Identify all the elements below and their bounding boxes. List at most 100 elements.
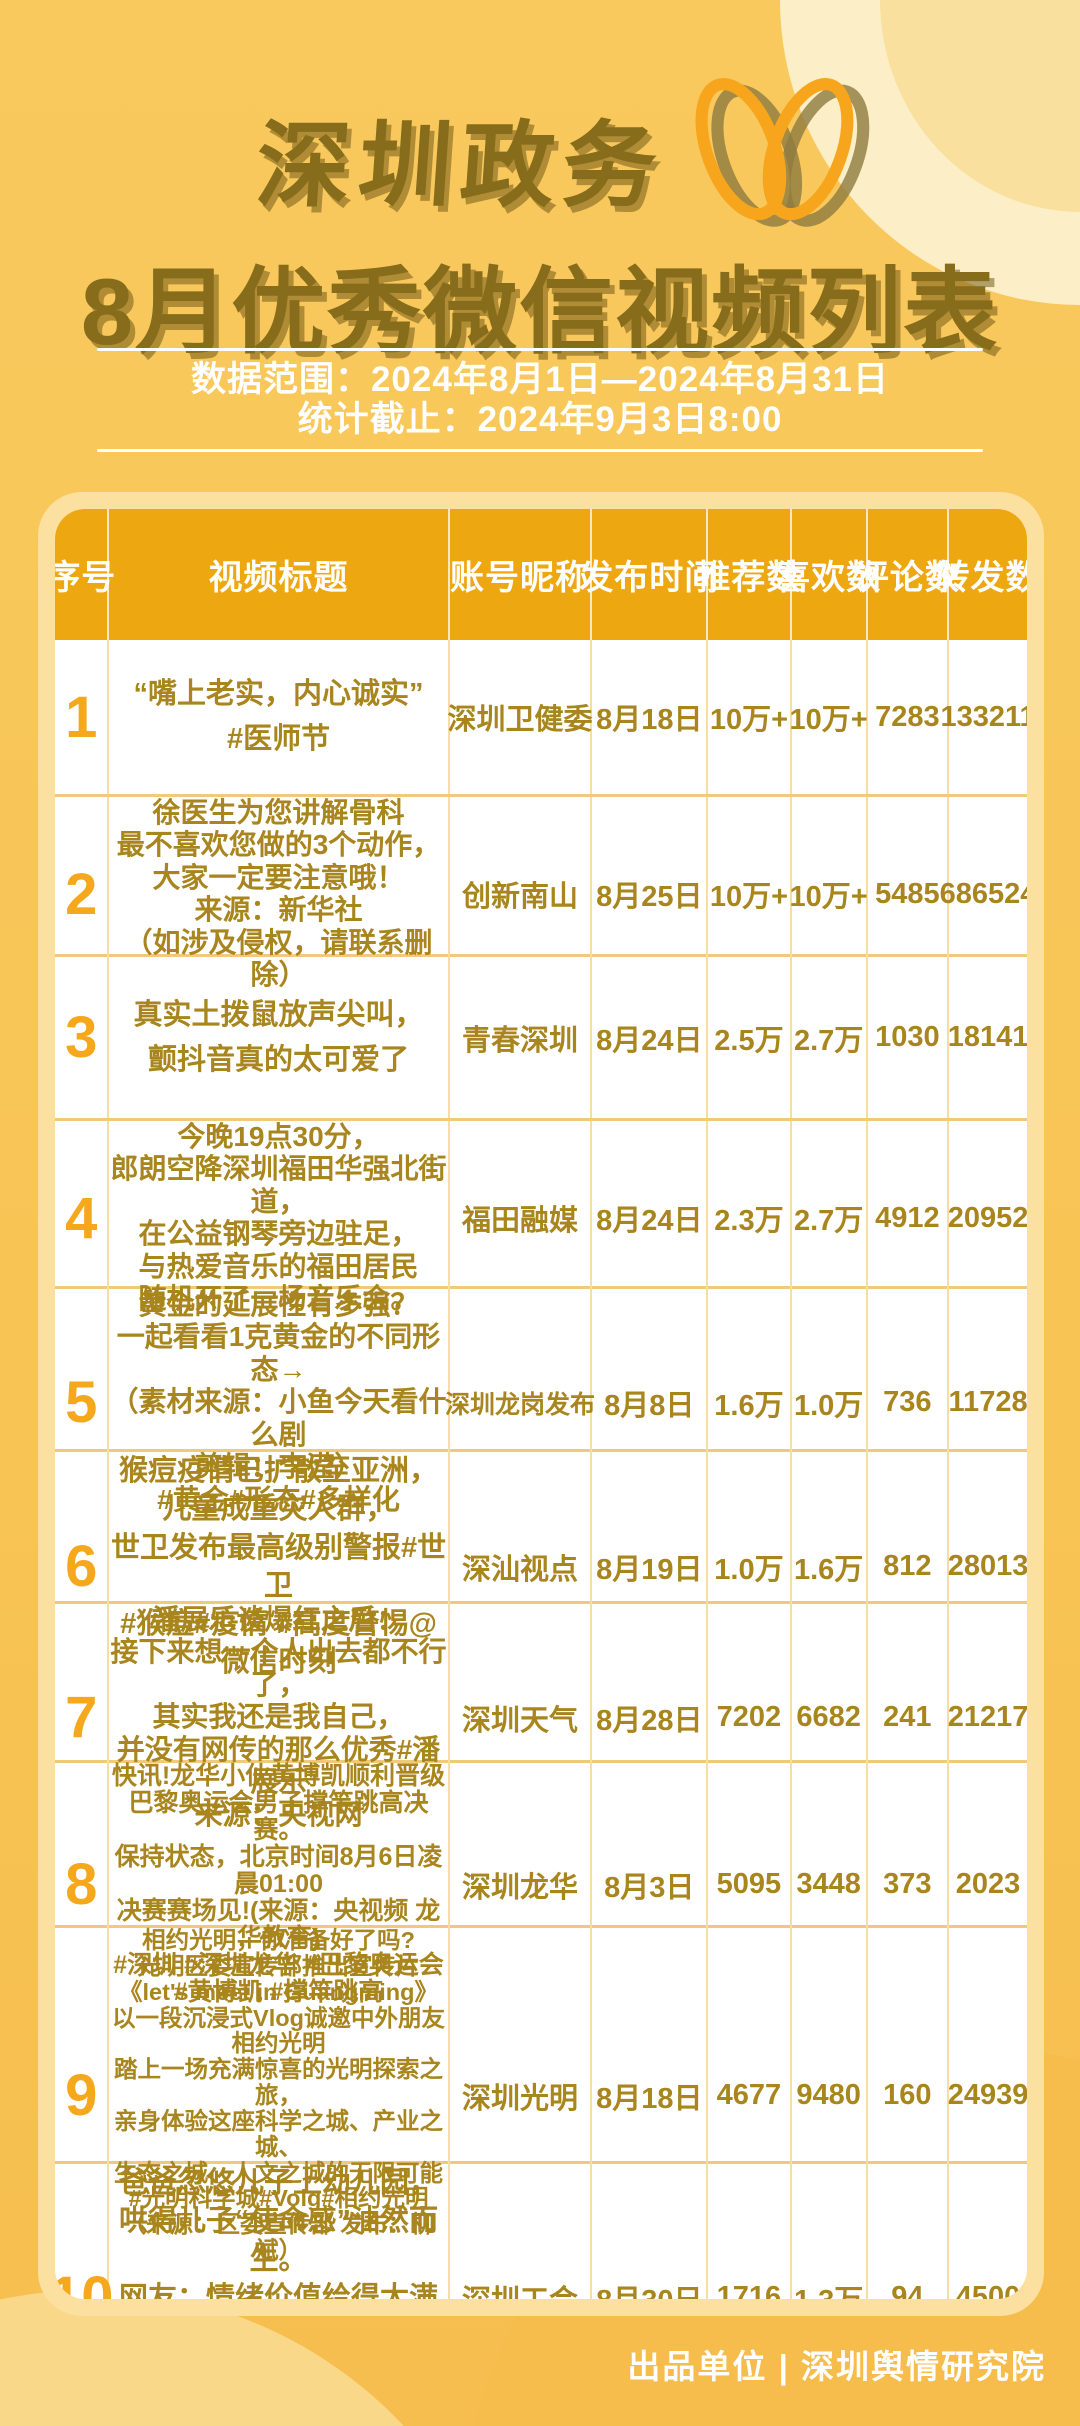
like-count: 3448 [792, 1763, 868, 2006]
video-title-line: 亲身体验这座科学之城、产业之城、 [114, 2107, 444, 2160]
divider-top [97, 348, 983, 351]
video-title-line: 以一段沉浸式Vlog诚邀中外朋友相约光明 [112, 2004, 445, 2057]
video-title: 潘展乐谈爆红之后： 接下来想一个人出去都不行了， 其实我还是我自己， 并没有网传的那么… [109, 1604, 450, 1832]
column-header-2: 视频标题 [109, 509, 450, 640]
comment-count: 812 [868, 1452, 950, 1682]
title-line-1: 深圳政务 [70, 78, 1080, 227]
comment-count: 736 [868, 1289, 950, 1517]
video-title: 猴痘疫情已扩散至亚洲， 儿童成重灾人群， 世卫发布最高级别警报#世卫 #猴痘#疫情 #… [109, 1452, 450, 1682]
table-row: 9 相约光明，你准备好了吗? 光明区委宣传部推出宣传片 《let's meet in … [55, 1927, 1027, 2264]
account-name: 深汕视点 [450, 1452, 593, 1682]
rank-number: 4 [55, 1121, 110, 1316]
video-title-line: 徐医生为您讲解骨科 [152, 797, 405, 828]
account-name: 深圳天气 [450, 1604, 593, 1832]
rank-number: 7 [55, 1604, 110, 1832]
video-title-line: 一起看看1克黄金的不同形态→ [116, 1321, 441, 1385]
meta-block: 数据范围：2024年8月1日—2024年8月31日 统计截止：2024年9月3日… [0, 348, 1080, 452]
publish-date: 8月24日 [592, 1121, 709, 1316]
forward-count: 24939 [947, 2079, 1027, 2112]
recommend-count: 2.5万 [708, 957, 792, 1118]
video-title: 徐医生为您讲解骨科 最不喜欢您做的3个动作， 大家一定要注意哦！ 来源：新华社 （如涉及… [109, 797, 450, 992]
comment-count: 4912 [868, 1121, 950, 1316]
video-title-line: 大家一定要注意哦！ [152, 861, 405, 893]
account-name: 深圳龙岗发布 [445, 1289, 595, 1517]
publish-date: 8月18日 [592, 1928, 709, 2264]
like-count: 2.7万 [792, 1121, 868, 1316]
video-title-line: 决赛赛场见!(来源：央视频 龙华教育) [116, 1897, 441, 1952]
account-name: 深圳卫健委 [448, 640, 593, 794]
column-header-6: 喜欢数 [776, 509, 880, 640]
video-title-line: （如涉及侵权，请联系删除） [124, 926, 433, 991]
video-title-line: 潘展乐谈爆红之后： [152, 1604, 405, 1635]
video-title: 快讯!龙华小伙黄博凯顺利晋级 巴黎奥运会男子撑竿跳高决赛。 保持状态，北京时间8月6… [109, 1762, 450, 2006]
comment-count: 160 [868, 1928, 950, 2264]
video-title-line: 踏上一场充满惊喜的光明探索之旅， [114, 2056, 444, 2109]
title-block: 深圳政务 8月优秀微信视频列表 [0, 78, 1080, 372]
table-body: 1 “嘴上老实，内心诚实” #医师节 深圳卫健委 8月18日 10万+ 10万+ 7283 13… [55, 640, 1027, 2299]
video-title: “嘴上老实，内心诚实” #医师节 [109, 640, 450, 794]
video-title-line: 随机开了一场音乐会。 [138, 1283, 419, 1315]
column-header-3: 账号昵称 [450, 509, 593, 640]
video-title-line: 与热爱音乐的福田居民 [138, 1250, 419, 1282]
rank-number: 5 [55, 1289, 110, 1517]
comment-count: 373 [868, 1763, 950, 2006]
like-count: 1.6万 [792, 1452, 868, 1682]
video-title-line: 剪辑：李滢） [194, 1451, 363, 1483]
video-title-line: 来源：央视网 [194, 1798, 363, 1830]
table-row: 2 徐医生为您讲解骨科 最不喜欢您做的3个动作， 大家一定要注意哦！ 来源：新华社 （如涉… [55, 797, 1027, 992]
column-header-5: 推荐数 [696, 509, 800, 640]
table-row: 3 真实土拨鼠放声尖叫， 颤抖音真的太可爱了 青春深圳 8月24日 2.5万 2.7万 103… [55, 957, 1027, 1121]
publish-date: 8月25日 [592, 797, 709, 992]
comment-count: 7283 [868, 640, 950, 794]
video-title-line: 来源：新华社 [194, 894, 363, 926]
video-title: 今晚19点30分， 郎朗空降深圳福田华强北街道， 在公益钢琴旁边驻足， 与热爱音乐的福… [109, 1121, 450, 1316]
forward-count: 20952 [947, 1201, 1027, 1234]
divider-bottom [97, 449, 983, 452]
like-count: 2.7万 [792, 957, 868, 1118]
like-count: 1.3万 [792, 2164, 868, 2299]
video-title-line: （素材来源：小鱼今天看什么剧 [110, 1386, 447, 1450]
table-card: 序号 视频标题 账号昵称 发布时间 推荐数 喜欢数 评论数 转发数 1 “嘴上老实，内心诚实” #… [38, 492, 1044, 2316]
publish-date: 8月8日 [592, 1289, 709, 1517]
video-title: 真实土拨鼠放声尖叫， 颤抖音真的太可爱了 [109, 957, 450, 1118]
rank-number: 10 [55, 2164, 113, 2299]
video-title-line: 快讯!龙华小伙黄博凯顺利晋级 [111, 1762, 446, 1790]
comment-count: 241 [868, 1604, 950, 1832]
like-count: 10万+ [790, 797, 868, 992]
forward-count: 28013 [947, 1550, 1027, 1583]
column-header-7: 评论数 [855, 509, 959, 640]
publish-date: 8月28日 [592, 1604, 709, 1832]
video-title-line: 郎朗空降深圳福田华强北街道， [110, 1153, 447, 1217]
recommend-count: 2.3万 [708, 1121, 792, 1316]
publish-date: 8月18日 [592, 640, 709, 794]
forward-count: 4500 [955, 2281, 1021, 2299]
forward-count: 21217 [947, 1701, 1027, 1734]
video-title-line: 接下来想一个人出去都不行了， [110, 1636, 447, 1700]
video-title-line: 世卫发布最高级别警报#世卫 [110, 1531, 447, 1602]
video-title-line: #医师节 [226, 723, 331, 755]
page-title-line1: 深圳政务 [252, 113, 669, 218]
account-name: 福田融媒 [450, 1121, 593, 1316]
publish-date: 8月19日 [592, 1452, 709, 1682]
recommend-count: 1716 [708, 2164, 792, 2299]
publish-date: 8月3日 [592, 1763, 709, 2006]
table-row: 4 今晚19点30分， 郎朗空降深圳福田华强北街道， 在公益钢琴旁边驻足， 与热爱音乐的… [55, 1121, 1027, 1316]
credit-line: 出品单位 | 深圳舆情研究院 [627, 2348, 1046, 2385]
account-name: 深圳龙华 [450, 1763, 593, 2006]
recommend-count: 1.6万 [708, 1289, 792, 1517]
comment-count: 1030 [868, 957, 950, 1118]
data-range-text: 数据范围：2024年8月1日—2024年8月31日 [190, 360, 890, 399]
like-count: 1.0万 [792, 1289, 868, 1517]
video-title-line: 在公益钢琴旁边驻足， [138, 1218, 419, 1250]
video-title-line: （来源：区委宣传部 发布：柳斌） [122, 2211, 435, 2264]
recommend-count: 5095 [708, 1763, 792, 2006]
video-title-line: 爸爸忽悠儿子上幼儿园， [119, 2167, 439, 2199]
forward-count: 2023 [955, 1868, 1021, 1900]
forward-count: 18141 [947, 1021, 1027, 1053]
video-title-line: #猴痘#疫情 #高度警惕@微信时刻 [120, 1608, 437, 1679]
video-title-line: 光明区委宣传部推出宣传片 [137, 1952, 420, 1979]
video-title-line: 巴黎奥运会男子撑竿跳高决赛。 [128, 1789, 429, 1844]
recommend-count: 10万+ [708, 797, 792, 992]
